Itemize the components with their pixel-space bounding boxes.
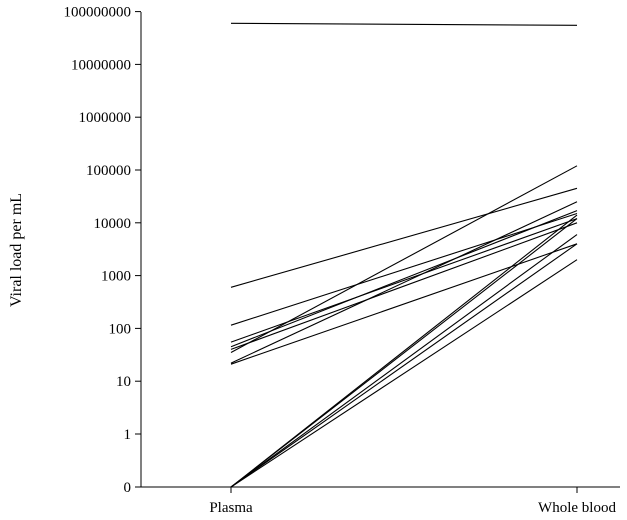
y-tick-label: 10000 <box>94 216 132 232</box>
series-line <box>230 234 578 488</box>
series-line <box>230 22 578 26</box>
y-tick-label: 100000000 <box>64 5 132 21</box>
series-line <box>230 222 578 350</box>
series-line <box>230 212 578 326</box>
series-line <box>230 218 578 488</box>
y-tick-label: 10 <box>116 374 131 390</box>
series-line <box>230 259 578 488</box>
y-axis-ticks: 0 1 10 100 1000 10000 100000 1000000 10000000 100… <box>64 5 141 496</box>
y-tick-label: 100 <box>109 321 132 337</box>
y-tick-label: 1 <box>124 427 132 443</box>
series-line <box>230 165 578 353</box>
y-tick-label: 0 <box>124 480 132 496</box>
x-axis-ticks: Plasma Whole blood <box>209 487 616 516</box>
y-tick-label: 1000 <box>101 269 131 285</box>
series-line <box>230 201 578 364</box>
series-lines <box>230 22 578 488</box>
y-tick-label: 100000 <box>86 163 131 179</box>
series-line <box>230 243 578 488</box>
y-axis-title: Viral load per mL <box>8 193 25 307</box>
series-line <box>230 187 578 288</box>
x-tick-label: Whole blood <box>538 500 616 516</box>
y-tick-label: 10000000 <box>71 57 131 73</box>
y-tick-label: 1000000 <box>79 110 132 126</box>
x-tick-label: Plasma <box>209 500 253 516</box>
series-line <box>230 210 578 348</box>
series-line <box>230 243 578 365</box>
